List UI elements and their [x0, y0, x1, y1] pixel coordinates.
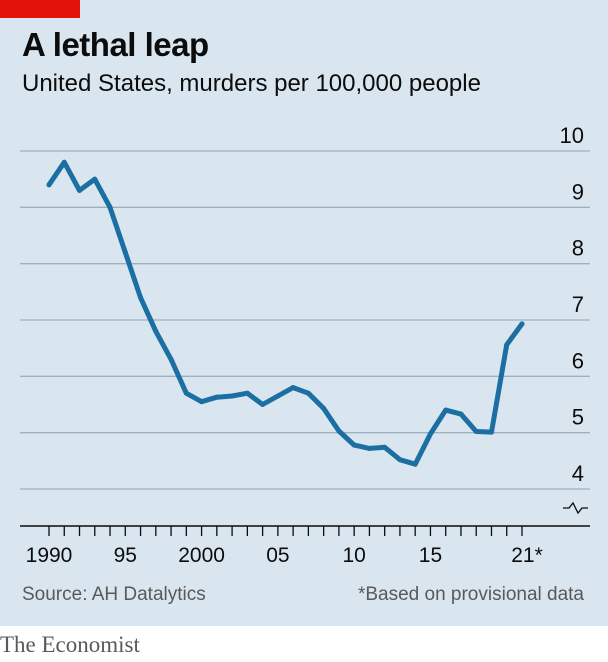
- data-point-1990: [46, 182, 52, 188]
- x-tick-label-2010: 10: [342, 544, 365, 567]
- data-point-2010: [351, 442, 357, 448]
- data-point-1996: [138, 294, 144, 300]
- data-point-2013: [397, 457, 403, 463]
- data-point-2001: [214, 394, 220, 400]
- chart-subtitle: United States, murders per 100,000 peopl…: [22, 70, 481, 97]
- y-tick-label-6: 6: [572, 348, 584, 373]
- data-point-2004: [260, 402, 266, 407]
- data-point-2011: [366, 445, 372, 451]
- series-line-murder-rate: [46, 159, 525, 467]
- y-axis-labels: 4 5 6 7 8 9 10: [560, 123, 584, 486]
- data-point-2021: [519, 321, 525, 327]
- data-point-2012: [382, 444, 388, 450]
- x-tick-label-2015: 15: [419, 544, 442, 567]
- x-tick-label-2005: 05: [266, 544, 289, 567]
- data-point-1995: [122, 249, 128, 255]
- data-point-2003: [244, 390, 250, 396]
- data-point-2008: [321, 405, 327, 411]
- data-point-1993: [92, 176, 98, 182]
- x-axis: [20, 525, 590, 536]
- x-tick-label-2021: 21*: [511, 544, 543, 567]
- chart-panel: A lethal leap United States, murders per…: [0, 0, 608, 626]
- data-point-2000: [199, 399, 205, 405]
- y-tick-label-8: 8: [572, 236, 584, 261]
- data-point-1997: [153, 328, 159, 334]
- x-tick-label-1995: 95: [114, 544, 137, 567]
- chart-title: A lethal leap: [22, 26, 209, 63]
- data-point-2006: [290, 385, 296, 391]
- data-point-2017: [458, 411, 464, 417]
- axis-break-marker: [563, 501, 588, 515]
- data-point-2014: [412, 461, 418, 467]
- source-note: Source: AH Datalytics: [22, 584, 206, 605]
- data-point-2005: [275, 393, 281, 399]
- footnote: *Based on provisional data: [357, 584, 584, 605]
- gridlines: [20, 150, 590, 515]
- y-tick-label-5: 5: [572, 405, 584, 430]
- x-tick-label-2000: 2000: [178, 544, 225, 567]
- line-chart: 4 5 6 7 8 9 10 1990 95 2000 05 10 15 21*: [20, 123, 590, 567]
- data-point-2018: [473, 429, 479, 435]
- x-axis-labels: 1990 95 2000 05 10 15 21*: [26, 544, 543, 567]
- data-point-1999: [183, 390, 189, 396]
- data-point-1992: [77, 187, 83, 193]
- data-point-2015: [427, 431, 433, 437]
- series-points: [46, 159, 525, 467]
- x-tick-label-1990: 1990: [26, 544, 73, 567]
- accent-tag: [0, 0, 80, 18]
- data-point-1998: [168, 356, 174, 362]
- y-tick-label-9: 9: [572, 179, 584, 204]
- data-point-2007: [305, 390, 311, 396]
- data-point-1991: [61, 159, 67, 165]
- brand-wordmark: The Economist: [0, 632, 140, 657]
- data-point-2009: [336, 428, 342, 434]
- data-point-1994: [107, 204, 113, 210]
- y-tick-label-4: 4: [572, 461, 584, 486]
- y-tick-label-10: 10: [560, 123, 584, 148]
- y-tick-label-7: 7: [572, 292, 584, 317]
- data-point-2020: [504, 342, 510, 348]
- data-point-2019: [488, 429, 494, 435]
- data-point-2002: [229, 393, 235, 399]
- data-point-2016: [443, 407, 449, 413]
